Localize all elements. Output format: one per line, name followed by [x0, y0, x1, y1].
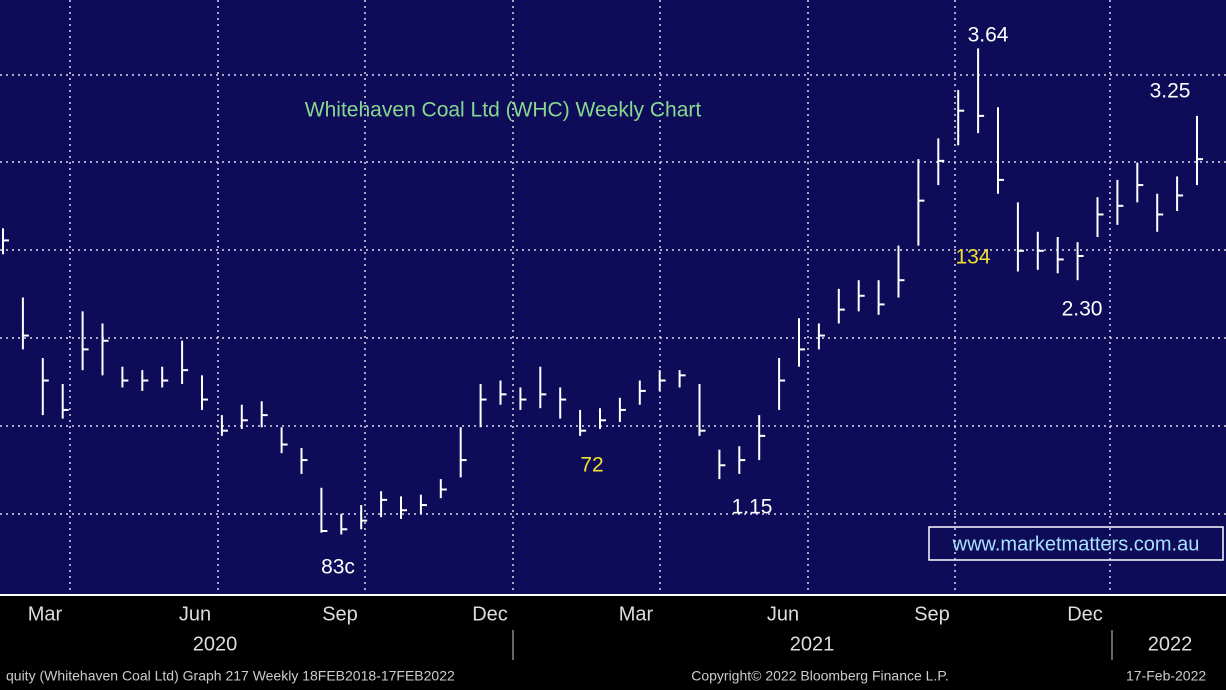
axis-area — [0, 595, 1226, 690]
footer-center: Copyright© 2022 Bloomberg Finance L.P. — [691, 668, 949, 684]
year-label: 2022 — [1148, 633, 1193, 655]
chart-title: Whitehaven Coal Ltd (WHC) Weekly Chart — [305, 99, 702, 122]
annotation: 3.64 — [968, 24, 1009, 47]
footer-left: quity (Whitehaven Coal Ltd) Graph 217 We… — [6, 668, 455, 684]
x-tick-label: Mar — [28, 603, 63, 625]
footer-right: 17-Feb-2022 — [1126, 668, 1206, 684]
watermark-box — [928, 526, 1224, 561]
watermark: www.marketmatters.com.au — [952, 533, 1200, 555]
plot-area — [0, 0, 1226, 595]
x-tick-label: Mar — [619, 603, 654, 625]
annotation: 83c — [321, 556, 355, 579]
x-tick-label: Sep — [914, 603, 950, 625]
x-tick-label: Dec — [1067, 603, 1103, 625]
year-label: 2020 — [193, 633, 238, 655]
annotation: 3.25 — [1150, 80, 1191, 103]
year-label: 2021 — [790, 633, 835, 655]
grid — [0, 0, 1226, 595]
x-tick-label: Jun — [179, 603, 211, 625]
annotation: 2.30 — [1062, 298, 1103, 321]
x-tick-label: Dec — [472, 603, 508, 625]
x-tick-label: Sep — [322, 603, 358, 625]
annotation: 134 — [955, 246, 990, 269]
annotation: 1.15 — [732, 496, 773, 519]
x-tick-label: Jun — [767, 603, 799, 625]
annotation: 72 — [580, 454, 603, 477]
